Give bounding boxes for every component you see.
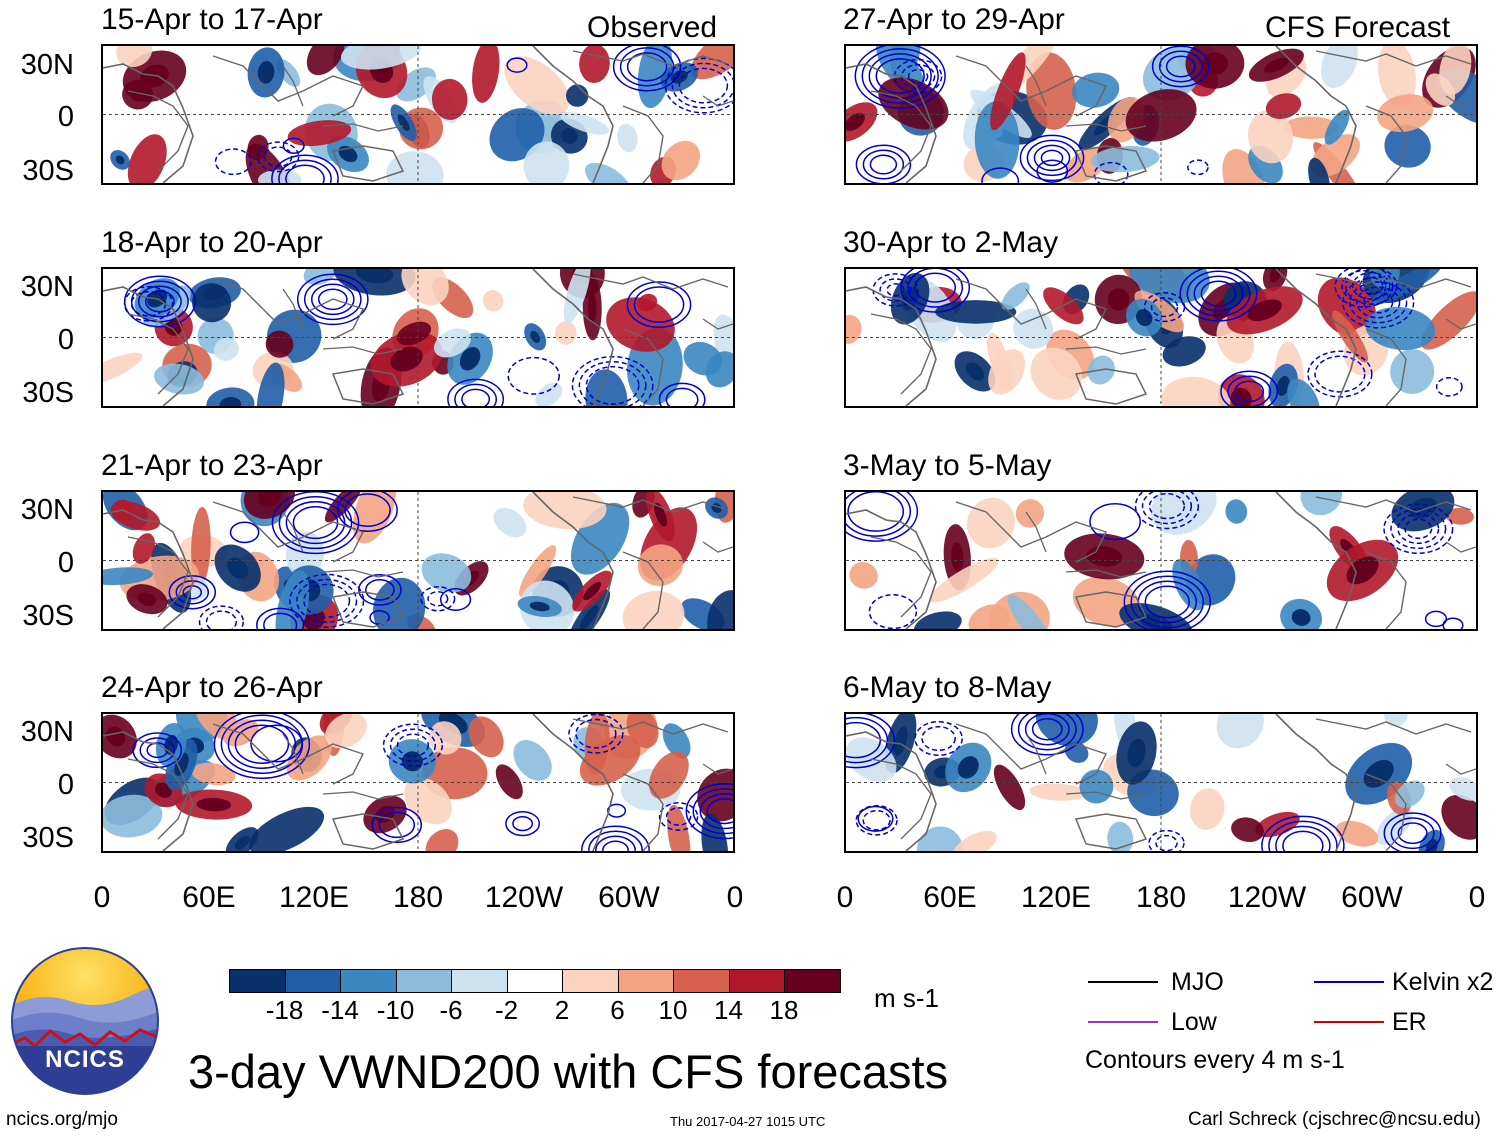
footer-timestamp: Thu 2017-04-27 1015 UTC bbox=[670, 1114, 826, 1129]
panel-title: 21-Apr to 23-Apr bbox=[101, 449, 323, 482]
map-panel-forecast-3 bbox=[844, 490, 1478, 631]
main-title: 3-day VWND200 with CFS forecasts bbox=[188, 1045, 949, 1098]
lon-label: 120W bbox=[1227, 881, 1307, 914]
colorbar-swatch bbox=[673, 969, 730, 993]
colorbar-swatch bbox=[284, 969, 341, 993]
colorbar-swatch bbox=[340, 969, 397, 993]
colorbar-tick-label: 6 bbox=[610, 995, 625, 1025]
lon-label: 0 bbox=[726, 881, 744, 914]
lon-label: 120W bbox=[484, 881, 564, 914]
panel-title: 3-May to 5-May bbox=[843, 449, 1052, 482]
legend-er-label: ER bbox=[1392, 1008, 1427, 1036]
lon-label: 60W bbox=[598, 881, 660, 914]
lat-label-0: 0 bbox=[57, 769, 74, 801]
lat-label-0: 0 bbox=[57, 547, 74, 579]
colorbar-swatch bbox=[728, 969, 785, 993]
lat-label-30s: 30S bbox=[22, 377, 74, 409]
lon-label: 120E bbox=[278, 881, 350, 914]
forecast-label: CFS Forecast bbox=[1265, 11, 1451, 44]
colorbar-tick-label: 10 bbox=[658, 995, 688, 1025]
legend-er-line bbox=[1314, 1021, 1384, 1023]
colorbar-tick-label: 2 bbox=[554, 995, 570, 1025]
lon-label: 60E bbox=[923, 881, 977, 914]
map-panel-forecast-1 bbox=[844, 44, 1478, 185]
panel-title: 27-Apr to 29-Apr bbox=[843, 3, 1065, 36]
lat-label-30n: 30N bbox=[20, 271, 74, 303]
legend-mjo-label: MJO bbox=[1171, 968, 1224, 996]
panel-title: 30-Apr to 2-May bbox=[843, 226, 1059, 259]
lat-label-30s: 30S bbox=[22, 155, 74, 187]
ncics-logo-icon bbox=[11, 947, 159, 1095]
colorbar-swatch bbox=[395, 969, 452, 993]
legend-low-label: Low bbox=[1171, 1008, 1217, 1036]
colorbar-swatch bbox=[229, 969, 286, 993]
lon-label: 60E bbox=[182, 881, 236, 914]
footer-url[interactable]: ncics.org/mjo bbox=[6, 1109, 118, 1130]
legend-low-line bbox=[1088, 1021, 1158, 1023]
colorbar-swatch bbox=[617, 969, 674, 993]
map-panel-observed-4 bbox=[101, 712, 735, 853]
panel-title: 24-Apr to 26-Apr bbox=[101, 671, 323, 704]
colorbar-tick-label: 18 bbox=[769, 995, 799, 1025]
lon-label: 180 bbox=[392, 881, 444, 914]
panel-title: 6-May to 8-May bbox=[843, 671, 1052, 704]
lat-label-30s: 30S bbox=[22, 822, 74, 854]
lon-label: 0 bbox=[1468, 881, 1486, 914]
colorbar-tick-label: -18 bbox=[265, 995, 304, 1025]
lat-label-30n: 30N bbox=[20, 716, 74, 748]
contour-note: Contours every 4 m s-1 bbox=[1085, 1046, 1345, 1074]
footer-author: Carl Schreck (cjschrec@ncsu.edu) bbox=[1188, 1109, 1481, 1130]
map-panel-forecast-2 bbox=[844, 267, 1478, 408]
observed-label: Observed bbox=[587, 11, 718, 44]
legend-kelvin-label: Kelvin x2 bbox=[1392, 968, 1494, 996]
lat-label-0: 0 bbox=[57, 101, 74, 133]
ncics-logo: NCICS bbox=[10, 946, 160, 1096]
lat-label-0: 0 bbox=[57, 324, 74, 356]
colorbar-swatch bbox=[784, 969, 841, 993]
map-panel-observed-2 bbox=[101, 267, 735, 408]
lon-label: 60W bbox=[1341, 881, 1403, 914]
map-panel-observed-1 bbox=[101, 44, 735, 185]
lon-label: 0 bbox=[93, 881, 111, 914]
lon-label: 120E bbox=[1020, 881, 1092, 914]
lat-label-30n: 30N bbox=[20, 494, 74, 526]
colorbar-tick-label: 14 bbox=[714, 995, 743, 1025]
map-panel-forecast-4 bbox=[844, 712, 1478, 853]
lat-label-30n: 30N bbox=[20, 49, 74, 81]
colorbar-swatch bbox=[506, 969, 563, 993]
legend-kelvin-line bbox=[1314, 981, 1384, 983]
lon-label: 180 bbox=[1135, 881, 1187, 914]
lat-label-30s: 30S bbox=[22, 600, 74, 632]
map-panel-observed-3 bbox=[101, 490, 735, 631]
colorbar-swatch bbox=[562, 969, 619, 993]
colorbar-tick-label: -10 bbox=[376, 995, 415, 1025]
panel-title: 18-Apr to 20-Apr bbox=[101, 226, 323, 259]
panel-title: 15-Apr to 17-Apr bbox=[101, 3, 323, 36]
legend-mjo-line bbox=[1088, 981, 1158, 983]
colorbar-swatch bbox=[451, 969, 508, 993]
colorbar-unit: m s-1 bbox=[874, 983, 939, 1013]
colorbar-tick-label: -14 bbox=[321, 995, 359, 1025]
lon-label: 0 bbox=[836, 881, 854, 914]
colorbar-tick-label: -6 bbox=[439, 995, 463, 1025]
colorbar-tick-label: -2 bbox=[494, 995, 519, 1025]
logo-text: NCICS bbox=[45, 1046, 125, 1073]
